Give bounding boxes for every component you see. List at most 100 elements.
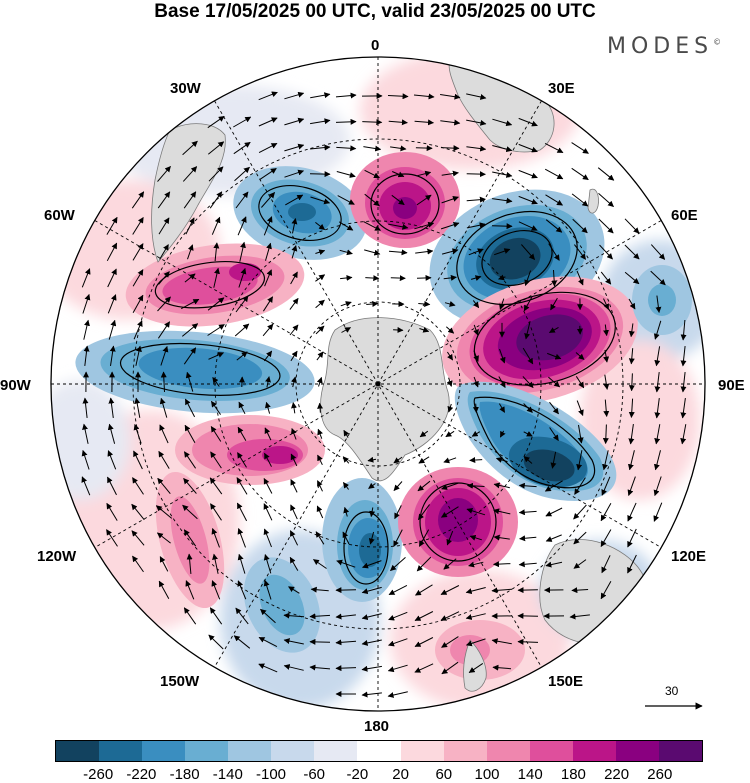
wind-vector	[157, 165, 171, 182]
wind-vector	[544, 168, 564, 180]
wind-vector	[387, 664, 408, 673]
wind-vector	[469, 534, 482, 541]
wind-vector	[208, 352, 225, 360]
wind-vector	[316, 505, 324, 519]
wind-vector	[234, 323, 250, 337]
wind-vector	[291, 402, 297, 414]
wind-vector	[310, 586, 329, 593]
wind-vector	[340, 274, 353, 281]
wind-vector	[183, 347, 197, 365]
lon-label-30w: 30W	[170, 80, 201, 97]
lon-label-60w: 60W	[44, 207, 75, 224]
wind-vector	[336, 171, 356, 178]
wind-vector	[627, 476, 636, 496]
anomaly-pink-3	[175, 415, 325, 485]
wind-vector	[492, 145, 513, 153]
wind-vector	[650, 244, 666, 260]
wind-vector	[653, 476, 662, 497]
wind-vector	[441, 661, 459, 675]
wind-vector	[316, 351, 324, 361]
wind-vector	[624, 244, 640, 260]
wind-vector	[263, 528, 272, 548]
wind-vector	[499, 298, 505, 310]
wind-vector	[309, 638, 331, 645]
wind-vector	[263, 503, 273, 521]
wind-vector	[237, 216, 247, 236]
wind-vector	[388, 584, 408, 596]
colorbar-tick-label: 100	[474, 766, 500, 783]
wind-vector	[545, 534, 562, 542]
wind-vector	[414, 119, 434, 126]
wind-vector	[573, 559, 587, 569]
wind-vector	[492, 171, 513, 178]
wind-vector	[628, 424, 635, 445]
wind-vector	[393, 529, 403, 547]
wind-vector	[444, 301, 456, 307]
wind-vector	[521, 244, 535, 260]
wind-vector	[414, 663, 434, 673]
wind-vector	[210, 400, 222, 415]
wind-vector	[362, 560, 382, 569]
wind-vector	[265, 376, 271, 388]
wind-vector	[263, 579, 272, 600]
wind-vector	[317, 454, 323, 466]
wind-vector	[263, 554, 272, 574]
wind-vector	[310, 144, 331, 151]
wind-vector	[414, 584, 433, 596]
wind-vector	[393, 456, 403, 464]
wind-vector	[283, 664, 304, 671]
wind-vector	[446, 351, 454, 361]
wind-vector	[465, 638, 486, 647]
wind-vector	[388, 119, 408, 126]
wind-vector	[264, 269, 273, 287]
wind-vector	[209, 607, 223, 625]
wind-vector	[263, 477, 273, 494]
wind-vector	[263, 216, 273, 236]
wind-vector	[132, 269, 144, 287]
wind-vector	[599, 244, 613, 260]
wind-vector	[83, 345, 90, 366]
wind-vector	[493, 508, 511, 515]
wind-vector	[417, 480, 431, 492]
wind-vector	[212, 377, 220, 387]
wind-vector	[317, 428, 323, 439]
wind-vector	[157, 321, 171, 339]
wind-vector	[289, 297, 299, 310]
wind-vector	[388, 249, 408, 256]
wind-vector	[285, 194, 304, 206]
wind-vector	[518, 221, 538, 231]
wind-vector	[237, 426, 247, 441]
colorbar-swatch	[443, 741, 487, 761]
wind-vector	[107, 268, 117, 288]
wind-vector	[393, 326, 404, 333]
map-title: Base 17/05/2025 00 UTC, valid 23/05/2025…	[154, 1, 596, 22]
wind-vector	[518, 143, 538, 153]
wind-vector	[341, 327, 352, 333]
wind-vector	[363, 221, 382, 231]
wind-vector	[211, 528, 220, 548]
wind-vector	[258, 91, 278, 101]
wind-vector	[207, 141, 225, 155]
colorbar-swatch	[486, 741, 530, 761]
wind-vector	[289, 530, 299, 546]
wind-vector	[518, 561, 537, 568]
wind-vector	[291, 218, 298, 234]
wind-vector	[624, 218, 640, 234]
wind-vector	[291, 427, 297, 440]
colorbar-tick-label: 260	[647, 766, 673, 783]
wind-vector	[183, 529, 197, 547]
wind-vector	[183, 191, 197, 209]
wind-vector	[82, 423, 89, 444]
wind-vector	[388, 611, 408, 621]
wind-vector	[466, 482, 485, 489]
wind-vector	[234, 166, 250, 182]
wind-vector	[654, 424, 661, 445]
wind-vector	[212, 553, 219, 574]
wind-vector	[236, 502, 248, 522]
wind-vector	[441, 145, 460, 152]
wind-vector	[290, 271, 298, 285]
wind-vector	[550, 451, 557, 469]
lon-label-120w: 120W	[37, 548, 77, 565]
lon-label-90e: 90E	[718, 377, 745, 394]
